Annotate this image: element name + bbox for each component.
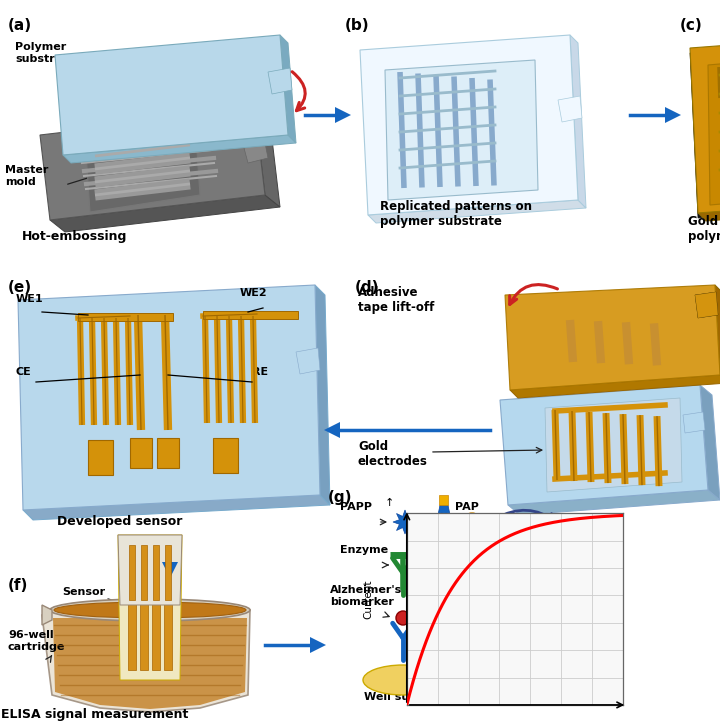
Bar [152,595,160,670]
Polygon shape [695,292,718,318]
Polygon shape [558,96,582,122]
Ellipse shape [363,665,443,695]
Polygon shape [63,135,296,163]
Text: Sensor: Sensor [62,587,105,597]
Polygon shape [698,199,720,221]
Polygon shape [570,35,586,208]
Text: Gold
electrodes: Gold electrodes [358,440,428,468]
Bar [213,438,238,473]
Polygon shape [268,68,292,94]
Polygon shape [500,385,708,505]
Polygon shape [700,385,720,500]
Text: Enzyme: Enzyme [340,545,388,555]
Text: PAPP: PAPP [340,502,372,512]
Polygon shape [438,505,450,515]
Text: Adhesive
tape lift-off: Adhesive tape lift-off [358,286,434,314]
Bar [88,440,113,475]
Polygon shape [708,52,720,205]
Polygon shape [360,35,578,215]
Text: (f): (f) [8,578,28,593]
Text: Detection
antibody: Detection antibody [430,568,490,590]
Text: Master
mold: Master mold [5,165,48,187]
Text: Polymer
substrate: Polymer substrate [15,42,75,64]
Text: CE: CE [16,367,32,377]
Polygon shape [40,110,265,220]
Polygon shape [18,285,320,510]
Text: 96-well
cartridge: 96-well cartridge [8,630,66,652]
Polygon shape [118,535,182,605]
Polygon shape [118,535,182,680]
Polygon shape [315,285,330,505]
Bar [129,545,135,600]
Polygon shape [23,495,330,520]
Text: (d): (d) [355,280,379,295]
Ellipse shape [463,513,481,531]
Polygon shape [545,398,682,492]
Polygon shape [368,200,586,223]
Ellipse shape [54,602,246,618]
Polygon shape [505,285,720,390]
Text: Capture
antibody: Capture antibody [430,615,485,637]
Polygon shape [510,375,720,398]
Bar [157,438,179,468]
Polygon shape [42,610,250,712]
Polygon shape [683,412,705,433]
Polygon shape [335,107,351,123]
Polygon shape [244,143,268,163]
Text: Well surface: Well surface [364,692,441,702]
Polygon shape [508,490,720,515]
Text: Replicated patterns on
polymer substrate: Replicated patterns on polymer substrate [380,200,532,228]
Text: ↑: ↑ [384,497,395,508]
Polygon shape [385,60,538,200]
Text: Gold deposition on
polymer substrate: Gold deposition on polymer substrate [688,215,720,243]
Bar [78,313,173,321]
Bar [203,311,298,319]
Text: RE: RE [252,367,268,377]
Polygon shape [55,35,288,155]
Text: (b): (b) [345,18,369,33]
Polygon shape [690,34,720,213]
Ellipse shape [50,599,250,621]
Text: (g): (g) [328,490,353,505]
Text: Hot-embossing: Hot-embossing [22,230,127,243]
Polygon shape [665,107,681,123]
Polygon shape [255,110,280,207]
Polygon shape [50,195,280,232]
Ellipse shape [396,611,410,625]
Polygon shape [324,422,340,438]
Text: Developed sensor: Developed sensor [58,515,183,528]
Bar [130,438,152,468]
Text: PAP: PAP [455,502,479,512]
Polygon shape [280,35,296,143]
Polygon shape [42,605,52,625]
Text: Alzheimer's
biomarker: Alzheimer's biomarker [330,586,402,607]
Text: WE1: WE1 [16,294,44,304]
Text: (e): (e) [8,280,32,295]
Polygon shape [695,292,718,318]
Bar [128,595,136,670]
Text: Current: Current [363,580,373,620]
Text: (c): (c) [680,18,703,33]
Polygon shape [715,285,720,383]
Bar [153,545,159,600]
Bar [141,545,147,600]
Bar [164,595,172,670]
Polygon shape [393,510,417,534]
Polygon shape [296,348,320,374]
Polygon shape [690,38,720,218]
Polygon shape [53,618,247,709]
Bar [439,495,448,505]
Text: ELISA signal measurement: ELISA signal measurement [1,708,189,721]
Text: WE2: WE2 [240,288,268,298]
Polygon shape [310,637,326,653]
Polygon shape [162,562,178,578]
Text: (a): (a) [8,18,32,33]
Bar [140,595,148,670]
Polygon shape [85,121,200,212]
Bar [165,545,171,600]
